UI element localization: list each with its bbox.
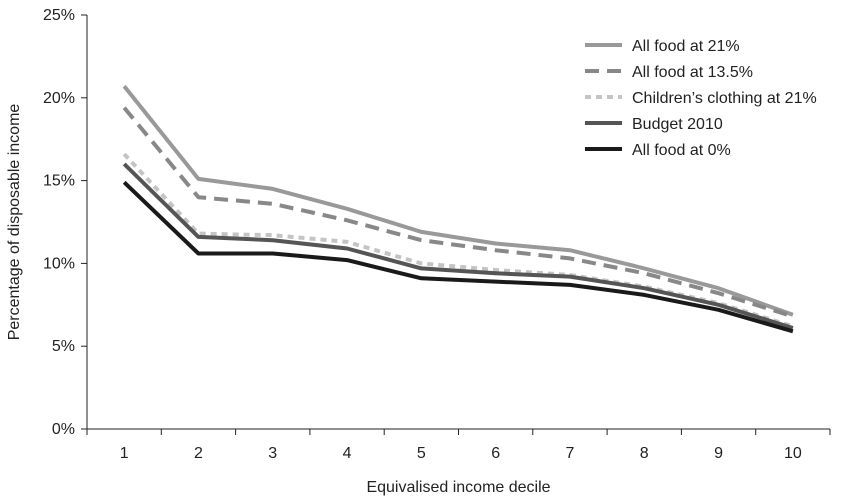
legend-label-2: All food at 13.5% bbox=[632, 64, 753, 81]
legend-label-1: All food at 21% bbox=[632, 38, 740, 55]
series-line-2 bbox=[122, 106, 794, 319]
legend-label-5: All food at 0% bbox=[632, 142, 731, 159]
series-lines bbox=[122, 84, 794, 334]
y-tick-label: 15% bbox=[43, 173, 75, 190]
series-line-1 bbox=[122, 84, 794, 317]
y-tick-label: 25% bbox=[43, 7, 75, 24]
series-line-4 bbox=[122, 162, 794, 330]
legend: All food at 21% All food at 13.5% Children… bbox=[585, 38, 817, 159]
y-axis-ticks: 0% 5% 10% 15% 20% 25% bbox=[43, 7, 87, 438]
legend-label-4: Budget 2010 bbox=[632, 116, 723, 133]
x-tick-label: 2 bbox=[194, 445, 203, 462]
x-tick-label: 5 bbox=[417, 445, 426, 462]
y-tick-label: 10% bbox=[43, 255, 75, 272]
series-line-5 bbox=[122, 180, 794, 334]
x-axis-title: Equivalised income decile bbox=[366, 479, 550, 496]
x-tick-label: 4 bbox=[343, 445, 352, 462]
x-tick-label: 1 bbox=[120, 445, 129, 462]
legend-label-3: Children’s clothing at 21% bbox=[632, 90, 817, 107]
x-tick-label: 7 bbox=[565, 445, 574, 462]
y-tick-label: 20% bbox=[43, 90, 75, 107]
x-axis-ticks: 1 2 3 4 5 6 7 8 9 10 bbox=[86, 429, 831, 462]
x-tick-label: 10 bbox=[784, 445, 802, 462]
y-tick-label: 5% bbox=[52, 338, 75, 355]
x-tick-label: 3 bbox=[268, 445, 277, 462]
y-tick-label: 0% bbox=[52, 421, 75, 438]
x-tick-label: 6 bbox=[491, 445, 500, 462]
x-tick-label: 8 bbox=[640, 445, 649, 462]
y-axis-title: Percentage of disposable income bbox=[6, 104, 23, 341]
x-tick-label: 9 bbox=[714, 445, 723, 462]
